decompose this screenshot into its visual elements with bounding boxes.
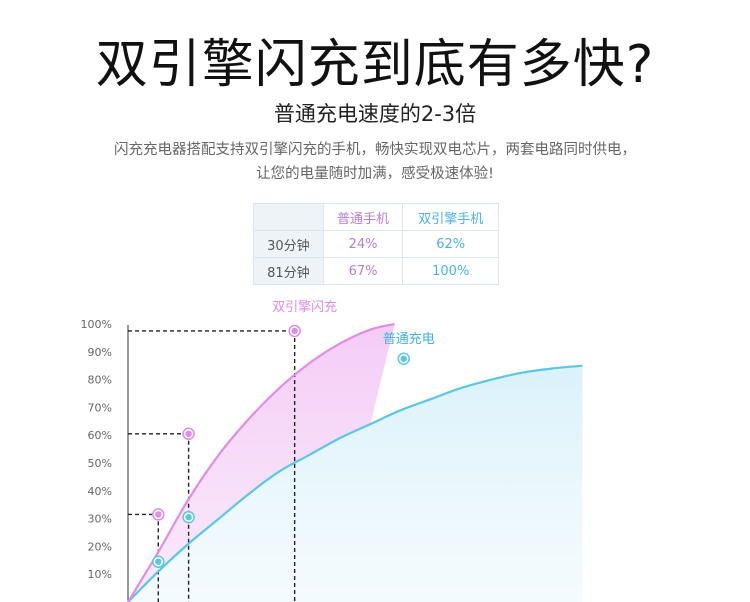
series-label-dual: 双引擎闪充: [272, 299, 337, 315]
description-line-2: 让您的电量随时加满，感受极速体验!: [256, 166, 494, 182]
y-tick-label: 40%: [88, 485, 112, 498]
normal-area-fill: [128, 365, 583, 602]
table-header-normal-phone: 普通手机: [322, 203, 404, 231]
table-header-dual-phone: 双引擎手机: [402, 203, 499, 231]
table-cell: 100%: [402, 257, 499, 285]
series-line-normal: [127, 364, 583, 602]
subheadline: 普通充电速度的2-3倍: [273, 102, 477, 126]
y-tick-label: 70%: [88, 401, 112, 414]
normal-marker: [400, 355, 407, 362]
y-tick-label: 10%: [88, 568, 112, 581]
table-cell: 24%: [322, 230, 404, 258]
y-tick-label: 20%: [88, 540, 112, 553]
table-corner-cell: [253, 203, 324, 231]
comparison-table: 普通手机 双引擎手机 30分钟 24% 62% 81分钟 67% 100%: [253, 203, 499, 285]
series-line-dual: [127, 322, 395, 602]
y-tick-label: 80%: [88, 374, 112, 387]
table-cell: 67%: [322, 257, 404, 285]
y-tick-label: 90%: [88, 346, 112, 359]
series-label-normal: 普通充电: [383, 331, 435, 347]
dual-area-fill: [128, 324, 395, 602]
dual-marker: [291, 327, 298, 335]
y-tick-label: 30%: [88, 513, 112, 526]
description-line-1: 闪充充电器搭配支持双引擎闪充的手机，畅快实现双电芯片，两套电路同时供电，: [114, 142, 636, 158]
y-tick-label: 100%: [81, 318, 112, 331]
headline: 双引擎闪充到底有多快?: [95, 35, 655, 95]
table-row-label: 30分钟: [253, 230, 324, 258]
dual-marker: [155, 511, 162, 518]
dual-marker: [185, 430, 192, 438]
table-row-label: 81分钟: [253, 257, 324, 285]
description: 闪充充电器搭配支持双引擎闪充的手机，畅快实现双电芯片，两套电路同时供电， 让您的…: [0, 138, 750, 186]
y-tick-label: 60%: [88, 429, 112, 442]
table-cell: 62%: [402, 230, 499, 258]
table-header-row: 普通手机 双引擎手机: [253, 203, 499, 231]
normal-marker: [185, 514, 192, 521]
normal-marker: [155, 558, 162, 565]
table-row: 81分钟 67% 100%: [253, 257, 499, 285]
y-tick-label: 50%: [88, 457, 112, 470]
table-row: 30分钟 24% 62%: [253, 230, 499, 258]
charging-curve-chart: 100% 90% 80% 70% 60% 50% 40% 30% 20% 10% 双引擎闪充普通充…: [81, 299, 583, 602]
